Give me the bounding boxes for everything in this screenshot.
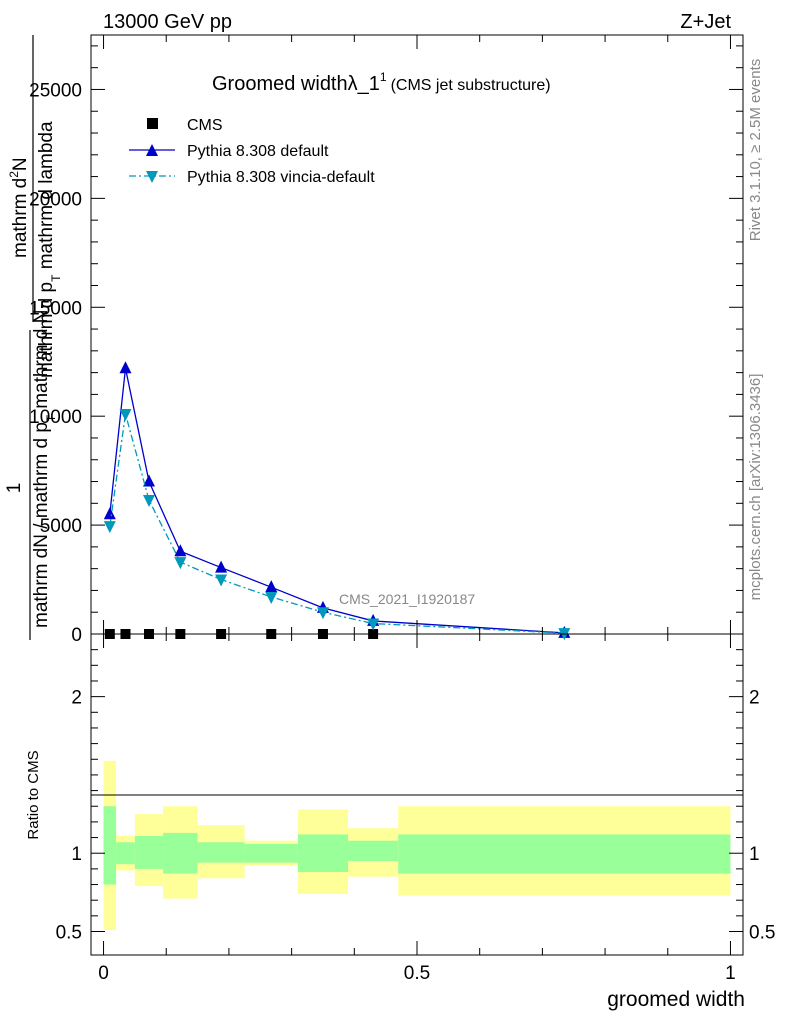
data-point-pythia-vincia <box>265 591 278 604</box>
data-point-pythia-vincia <box>215 574 228 587</box>
analysis-tag: CMS_2021_I1920187 <box>339 591 475 607</box>
ratio-y-axis-label: Ratio to CMS <box>25 750 42 839</box>
ratio-band-stat <box>244 843 298 863</box>
ratio-y-tick-label: 0.5 <box>56 923 82 944</box>
ylabel-inner-denominator: mathrm d pT mathrm d lambda <box>36 121 63 378</box>
data-point-pythia-vincia <box>316 607 329 620</box>
ratio-band-stat <box>163 832 198 874</box>
data-point-pythia-default <box>142 474 155 487</box>
data-point-pythia-vincia <box>367 618 380 631</box>
x-tick-label: 0 <box>98 963 109 984</box>
data-point-pythia-default <box>119 361 132 374</box>
data-point-pythia-default <box>174 544 187 557</box>
ratio-band-stat <box>348 840 399 862</box>
data-point-pythia-vincia <box>174 557 187 570</box>
data-point-pythia-default <box>265 580 278 593</box>
ratio-band-stat <box>297 834 349 873</box>
plot-title-superscript: 1 <box>380 70 387 84</box>
ratio-band-stat <box>398 834 731 874</box>
ratio-band-stat <box>116 842 135 865</box>
main-y-tick-label: 25000 <box>29 80 82 101</box>
main-y-tick-label: 10000 <box>29 407 82 428</box>
ratio-plot-panel: 0.5 0.5 1 1 2 2 0 0.5 1 <box>56 633 775 984</box>
legend-default-marker <box>146 144 158 156</box>
plot-title-main: Groomed widthλ_1 <box>212 73 380 95</box>
main-y-tick-label: 0 <box>71 625 82 646</box>
plot-title-subtitle: (CMS jet substructure) <box>391 77 551 94</box>
data-point-pythia-default <box>103 507 116 520</box>
mcplots-label: mcplots.cern.ch [arXiv:1306.3436] <box>747 374 764 601</box>
legend: CMS Pythia 8.308 default Pythia 8.308 vi… <box>129 117 375 186</box>
legend-vincia-label: Pythia 8.308 vincia-default <box>187 169 375 186</box>
data-point-pythia-vincia <box>142 495 155 508</box>
legend-vincia-marker <box>146 171 158 183</box>
ratio-y-tick-label-right: 2 <box>749 688 760 709</box>
legend-default-label: Pythia 8.308 default <box>187 143 329 160</box>
ratio-band-stat <box>197 842 245 863</box>
ratio-y-tick-label: 1 <box>71 844 82 865</box>
plot-title: Groomed widthλ_11 (CMS jet substructure) <box>212 70 551 95</box>
ratio-y-tick-label-right: 0.5 <box>749 923 775 944</box>
x-tick-label: 1 <box>725 963 736 984</box>
main-y-tick-label: 15000 <box>29 298 82 319</box>
ylabel-numerator: 1 <box>4 483 25 494</box>
ratio-band-stat <box>103 806 117 885</box>
main-y-axis-label: 1 mathrm d2N mathrm d pT mathrm d lambda… <box>4 35 63 640</box>
series-line-pythia-vincia <box>109 413 565 634</box>
rivet-label: Rivet 3.1.10, ≥ 2.5M events <box>747 59 764 242</box>
main-plot-panel: 0 5000 10000 15000 20000 25000 <box>29 34 744 646</box>
data-point-pythia-default <box>215 560 228 573</box>
main-y-tick-label: 20000 <box>29 189 82 210</box>
x-tick-label: 0.5 <box>404 963 430 984</box>
series-line-pythia-default <box>109 368 565 634</box>
energy-label: 13000 GeV pp <box>103 11 232 33</box>
ratio-band-stat <box>134 835 164 869</box>
data-point-pythia-vincia <box>119 409 132 422</box>
ratio-y-tick-label: 2 <box>71 688 82 709</box>
ylabel-outer-denominator: mathrm dN / mathrm d pTmathrm d N <box>31 310 58 628</box>
x-axis-label: groomed width <box>607 988 745 1011</box>
legend-cms-marker <box>147 118 158 129</box>
data-point-pythia-vincia <box>103 521 116 534</box>
main-y-tick-label: 5000 <box>40 516 82 537</box>
process-label: Z+Jet <box>680 11 731 33</box>
ylabel-inner-numerator: mathrm d2N <box>7 157 31 258</box>
ratio-y-tick-label-right: 1 <box>749 844 760 865</box>
legend-cms-label: CMS <box>187 117 223 134</box>
